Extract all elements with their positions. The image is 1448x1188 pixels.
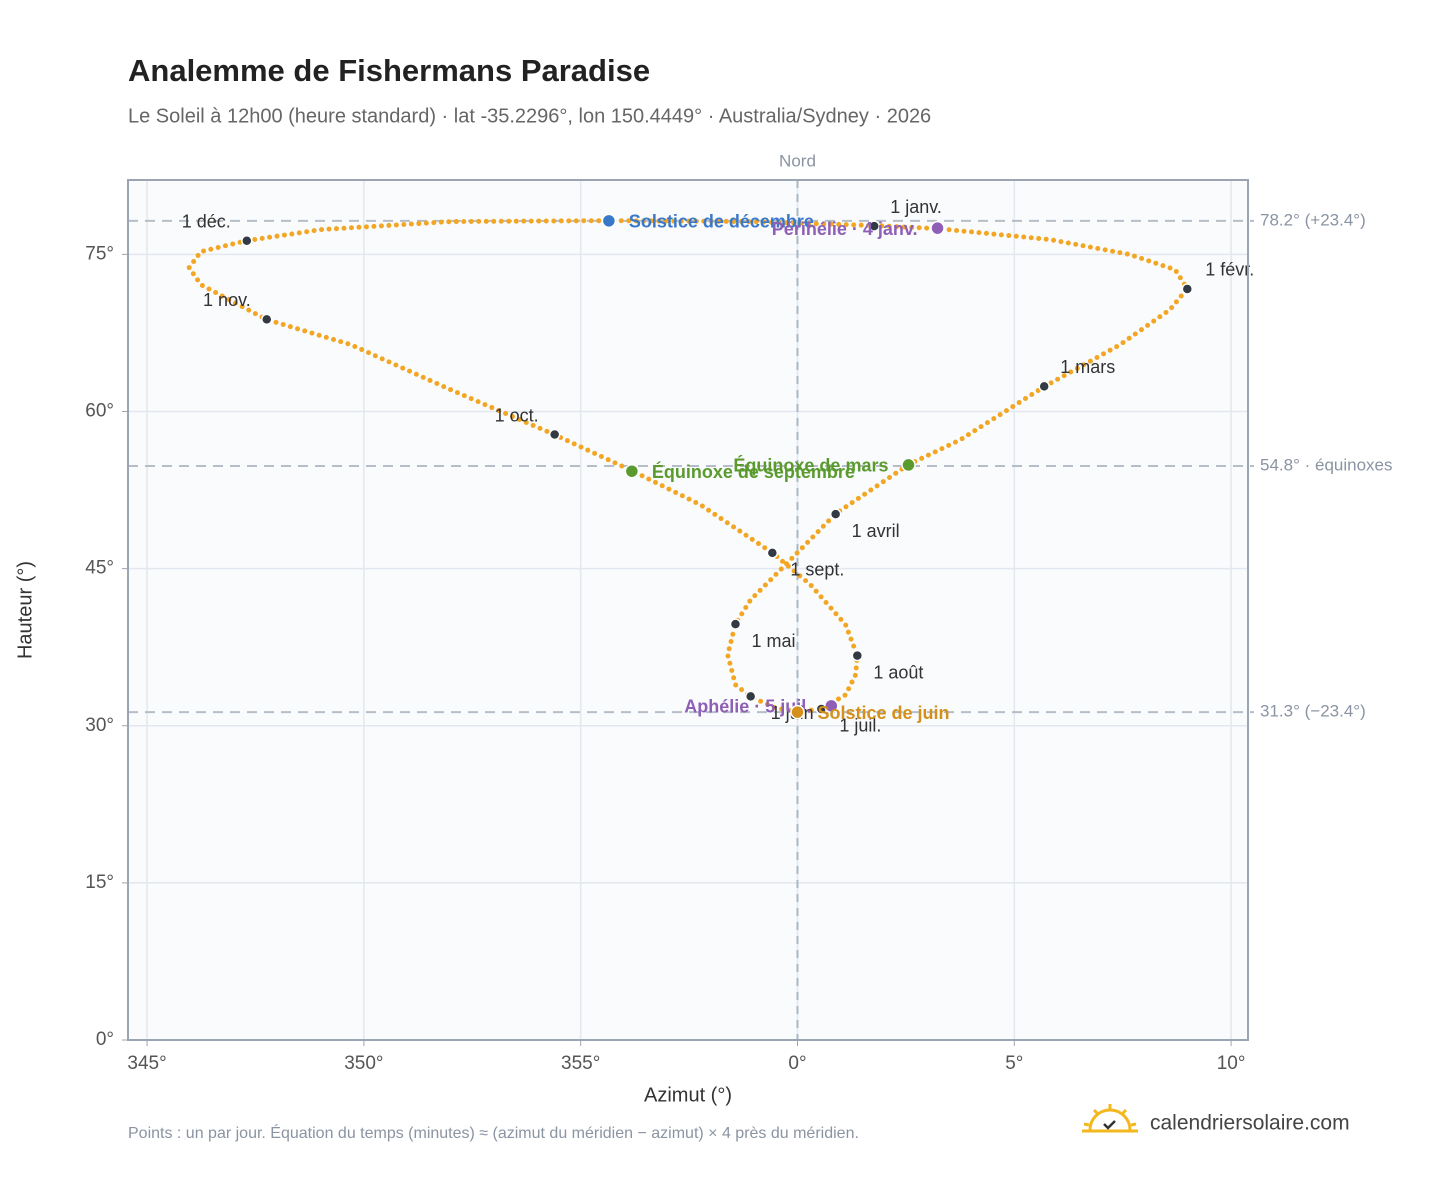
month-label: 1 mai <box>751 631 795 651</box>
y-tick-label: 60° <box>85 401 114 422</box>
month-label: 1 janv. <box>890 197 942 217</box>
month-label: 1 juil. <box>839 716 881 736</box>
month-marker <box>744 690 757 703</box>
reference-label: 54.8° · équinoxes <box>1260 455 1393 474</box>
reference-label: 78.2° (+23.4°) <box>1260 210 1366 229</box>
month-label: 1 nov. <box>203 290 251 310</box>
brand: calendriersolaire.com <box>1150 1112 1350 1135</box>
event-label: Solstice de décembre <box>629 212 814 232</box>
x-tick-label: 10° <box>1217 1053 1246 1074</box>
month-marker <box>766 547 779 559</box>
event-marker <box>930 220 945 236</box>
month-label: 1 sept. <box>790 560 844 580</box>
north-label: Nord <box>779 151 816 170</box>
event-marker <box>824 698 839 714</box>
event-marker <box>601 213 617 229</box>
event-marker <box>624 463 640 479</box>
chart-subtitle: Le Soleil à 12h00 (heure standard) · lat… <box>128 105 931 127</box>
month-marker <box>1181 283 1194 295</box>
x-tick-label: 355° <box>561 1053 600 1074</box>
event-label: Périhélie · 4 janv. <box>772 219 918 239</box>
month-label: 1 oct. <box>495 405 539 425</box>
month-marker <box>868 220 880 232</box>
y-tick-label: 30° <box>85 715 114 736</box>
x-tick-label: 350° <box>344 1053 383 1074</box>
plot-area <box>128 180 1248 1040</box>
event-label: Équinoxe de septembre <box>652 461 855 482</box>
month-label: 1 déc. <box>182 212 231 232</box>
x-axis-label: Azimut (°) <box>644 1084 732 1106</box>
x-tick-label: 0° <box>788 1053 806 1074</box>
y-tick-label: 75° <box>85 243 114 264</box>
month-label: 1 mars <box>1060 357 1115 377</box>
y-tick-label: 15° <box>85 872 114 893</box>
month-marker <box>241 235 253 247</box>
month-label: 1 févr. <box>1205 260 1254 280</box>
y-tick-label: 45° <box>85 558 114 579</box>
x-tick-label: 345° <box>127 1053 166 1074</box>
footnote: Points : un par jour. Équation du temps … <box>128 1123 859 1142</box>
event-label: Aphélie · 5 juil. <box>684 697 811 717</box>
event-label: Solstice de juin <box>817 703 949 723</box>
x-tick-label: 5° <box>1005 1053 1023 1074</box>
plot-border <box>127 179 1249 1041</box>
month-marker <box>1038 380 1050 393</box>
month-marker <box>548 428 561 441</box>
month-marker <box>829 508 842 520</box>
event-marker <box>790 704 805 720</box>
chart-title: Analemme de Fishermans Paradise <box>128 53 650 88</box>
y-axis-label: Hauteur (°) <box>14 561 36 659</box>
event-marker <box>901 457 916 473</box>
y-tick-label: 0° <box>96 1029 114 1050</box>
month-marker <box>851 649 864 662</box>
event-label: Équinoxe de mars <box>733 455 888 476</box>
month-label: 1 avril <box>852 521 900 541</box>
brand-logo <box>1082 1104 1138 1133</box>
reference-label: 31.3° (−23.4°) <box>1260 702 1366 721</box>
month-label: 1 août <box>873 662 923 682</box>
month-marker <box>261 313 273 326</box>
month-marker <box>729 618 742 630</box>
